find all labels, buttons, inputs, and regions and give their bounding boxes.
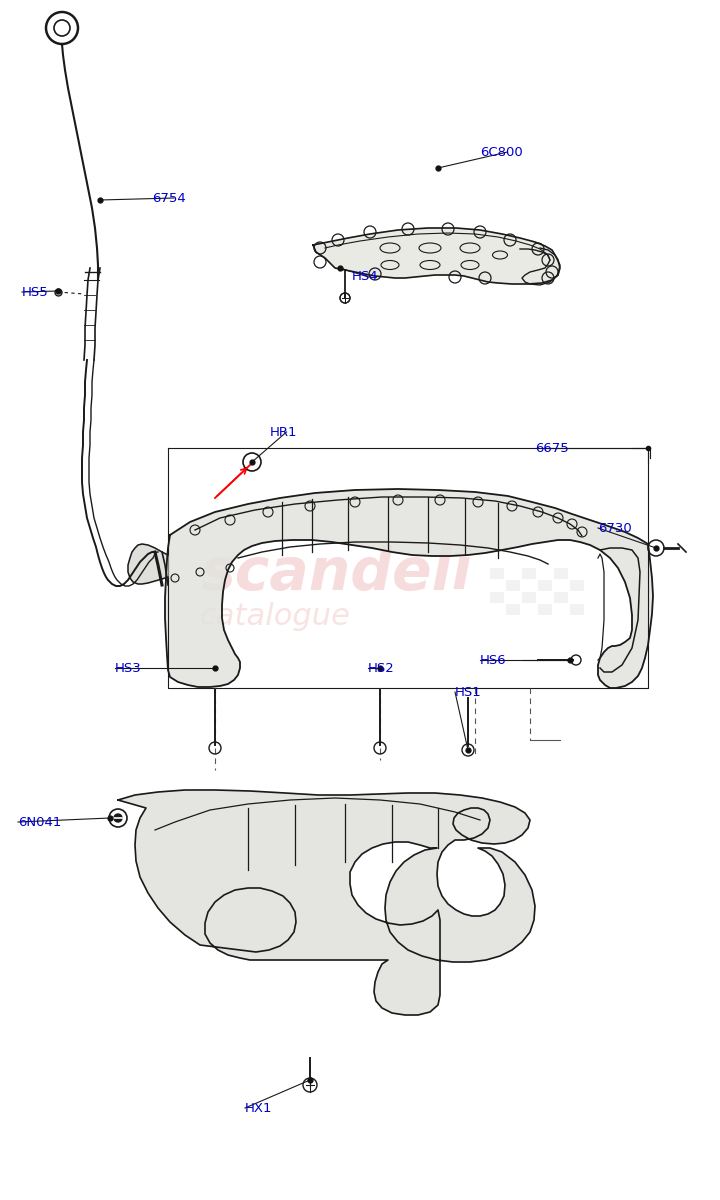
Text: 6675: 6675 [535, 442, 569, 455]
Text: 6C800: 6C800 [480, 145, 523, 158]
Bar [490, 568, 504, 578]
Text: HR1: HR1 [270, 426, 297, 438]
Text: HS4: HS4 [352, 270, 379, 283]
Polygon shape [313, 228, 560, 284]
Text: 6N041: 6N041 [18, 816, 61, 828]
Polygon shape [128, 544, 168, 584]
Bar [506, 604, 520, 614]
Text: 6754: 6754 [152, 192, 186, 204]
Text: HX1: HX1 [245, 1102, 272, 1115]
Text: 6730: 6730 [598, 522, 631, 534]
Bar [570, 604, 584, 614]
Bar [554, 592, 568, 602]
Bar [490, 592, 504, 602]
Text: HS3: HS3 [115, 661, 142, 674]
Bar [554, 568, 568, 578]
Polygon shape [118, 790, 535, 1015]
Bar [506, 580, 520, 590]
Circle shape [114, 814, 122, 822]
Text: HS5: HS5 [22, 286, 49, 299]
Text: HS6: HS6 [480, 654, 507, 666]
Polygon shape [165, 490, 653, 688]
Text: HS1: HS1 [455, 685, 482, 698]
Bar [538, 580, 552, 590]
Bar [538, 604, 552, 614]
Bar [570, 580, 584, 590]
Bar [522, 592, 536, 602]
Bar [522, 568, 536, 578]
Text: scandeli: scandeli [200, 545, 472, 602]
Text: HS2: HS2 [368, 661, 395, 674]
Text: catalogue: catalogue [200, 602, 351, 631]
